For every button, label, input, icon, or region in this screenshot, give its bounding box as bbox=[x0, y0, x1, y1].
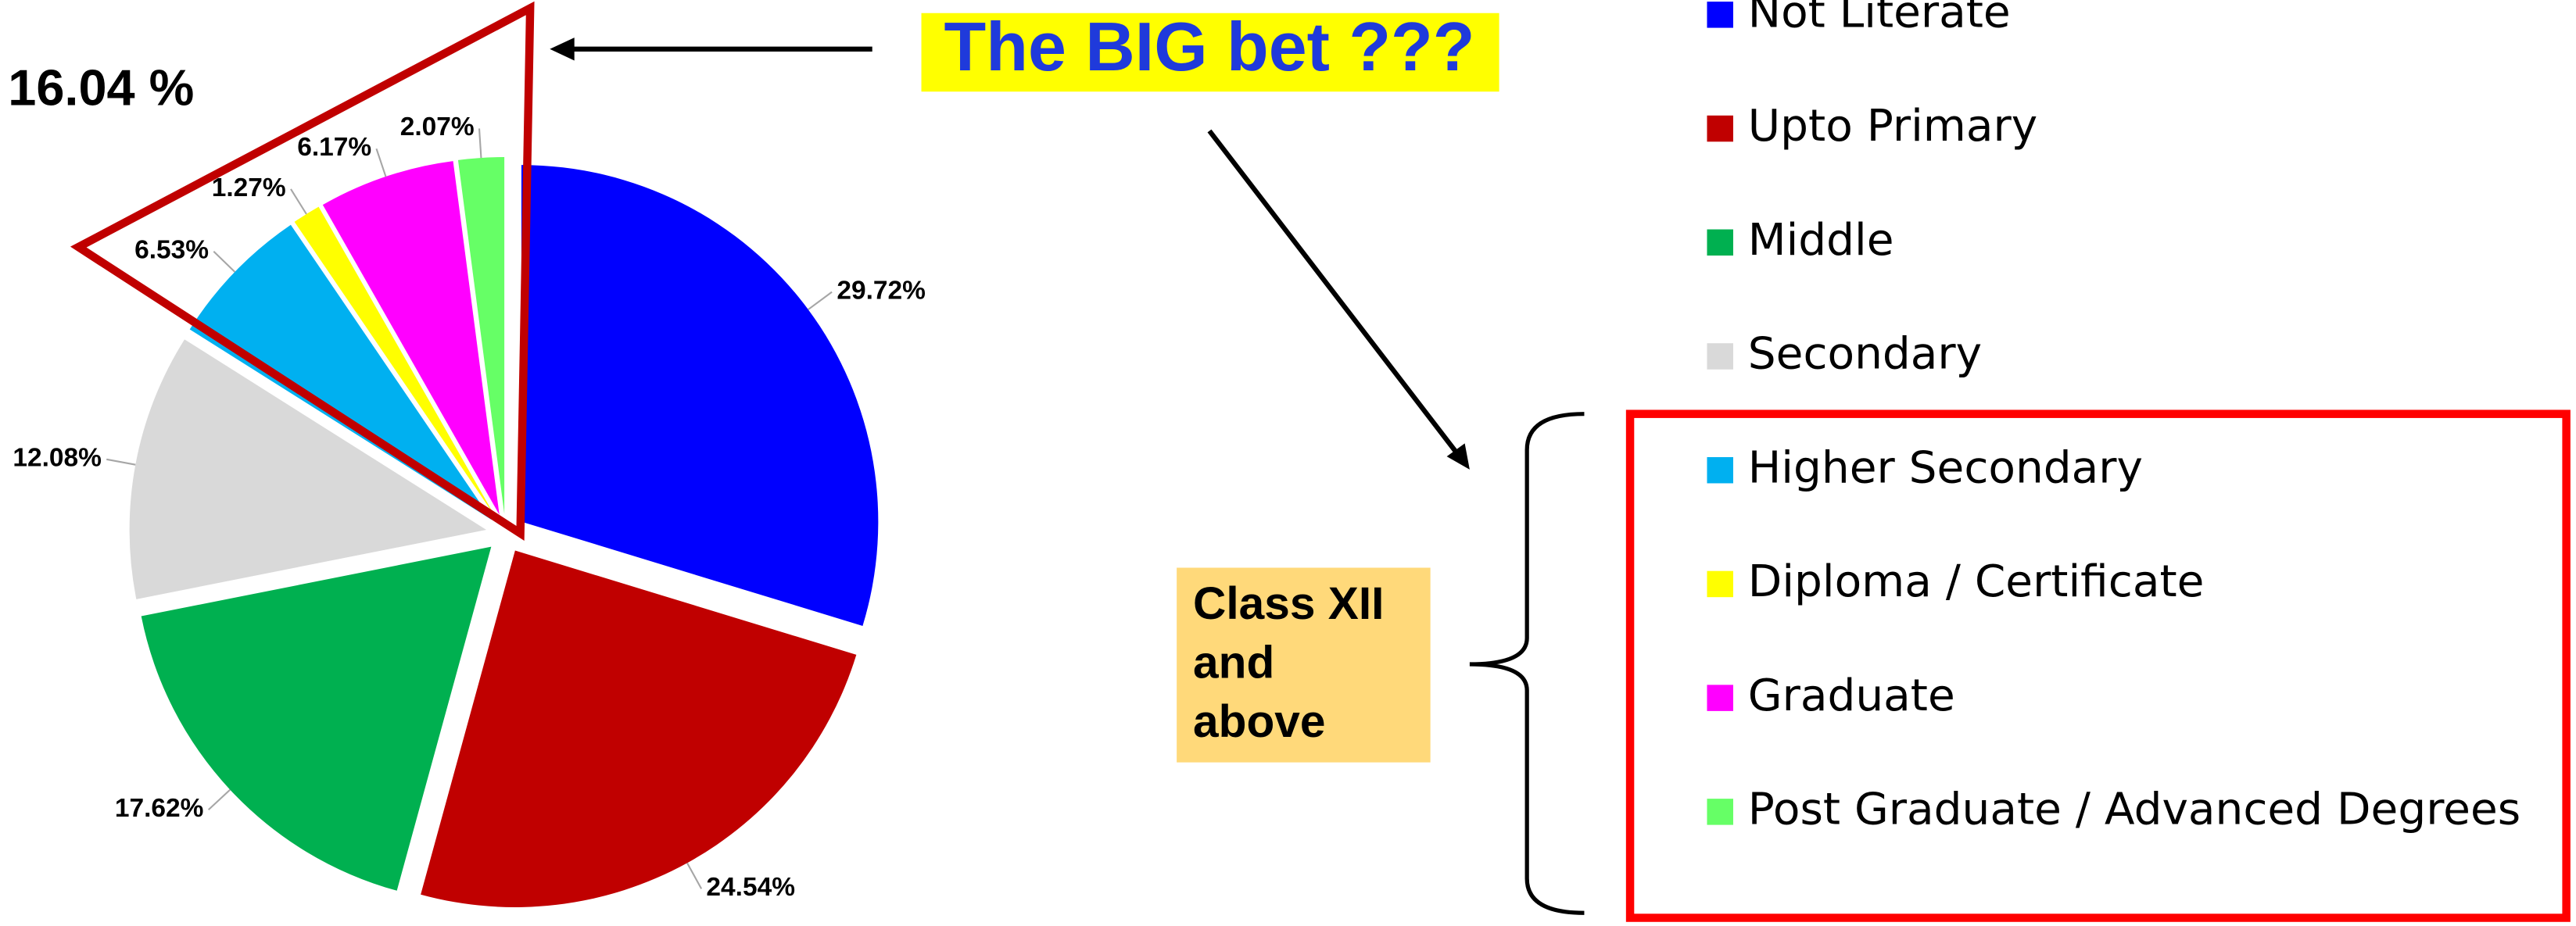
brace bbox=[1469, 412, 1585, 915]
arrow bbox=[1207, 129, 1460, 456]
data-label: 24.54% bbox=[706, 873, 795, 902]
legend-swatch bbox=[1707, 2, 1733, 28]
pie-slice bbox=[129, 339, 487, 599]
leader-line bbox=[808, 291, 833, 310]
pie-slice bbox=[421, 550, 857, 907]
data-label: 17.62% bbox=[115, 794, 204, 823]
pie-slice bbox=[521, 165, 879, 626]
legend-label: Higher Secondary bbox=[1748, 442, 2143, 493]
leader-line bbox=[478, 128, 482, 159]
arrow-head bbox=[1446, 443, 1470, 470]
data-label: 6.17% bbox=[297, 133, 371, 162]
data-label: 6.53% bbox=[134, 236, 209, 265]
leader-line bbox=[207, 788, 231, 811]
leader-line bbox=[106, 458, 136, 466]
leader-line bbox=[686, 862, 703, 889]
leader-line bbox=[290, 188, 307, 215]
group-share: 16.04 % bbox=[8, 59, 194, 116]
pie-slice bbox=[322, 161, 500, 515]
legend-swatch bbox=[1707, 456, 1733, 484]
group-label-2: and bbox=[1193, 638, 1274, 688]
pie-slice bbox=[141, 546, 492, 891]
legend-swatch bbox=[1707, 229, 1733, 256]
data-label: 29.72% bbox=[837, 276, 926, 305]
leader-line bbox=[375, 148, 387, 177]
legend-swatch bbox=[1707, 799, 1733, 825]
arrow-head bbox=[550, 38, 575, 61]
pie-slice bbox=[294, 206, 496, 517]
legend-label: Diploma / Certificate bbox=[1748, 556, 2205, 607]
group-box bbox=[1625, 409, 2571, 922]
legend-swatch bbox=[1707, 570, 1733, 598]
headline: The BIG bet ??? bbox=[944, 8, 1475, 85]
legend-label: Graduate bbox=[1748, 670, 1955, 721]
legend-label: Middle bbox=[1748, 215, 1894, 266]
legend-swatch bbox=[1707, 685, 1733, 711]
highlight-triangle bbox=[70, 1, 535, 542]
data-label: 1.27% bbox=[212, 173, 286, 202]
pie: 29.72% 24.54% 17.62% 12.08% 6.53% 1.27% 6.17% 2… bbox=[13, 113, 926, 907]
legend-label: Secondary bbox=[1748, 329, 1982, 380]
legend-label: Upto Primary bbox=[1748, 101, 2037, 152]
group-label-3: above bbox=[1193, 696, 1325, 747]
group-label-bg bbox=[1177, 567, 1431, 763]
legend-swatch bbox=[1707, 115, 1733, 142]
legend-label: Not Literate bbox=[1748, 0, 2011, 38]
data-label: 2.07% bbox=[400, 113, 475, 141]
group-label-1: Class XII bbox=[1193, 578, 1384, 629]
legend-swatch bbox=[1707, 343, 1733, 370]
pie-slice bbox=[189, 224, 492, 520]
pie-slice bbox=[457, 157, 505, 514]
legend-label: Post Graduate / Advanced Degrees bbox=[1748, 784, 2520, 835]
leader-line bbox=[213, 251, 236, 273]
headline-bg bbox=[921, 13, 1499, 92]
data-label: 12.08% bbox=[13, 444, 102, 473]
